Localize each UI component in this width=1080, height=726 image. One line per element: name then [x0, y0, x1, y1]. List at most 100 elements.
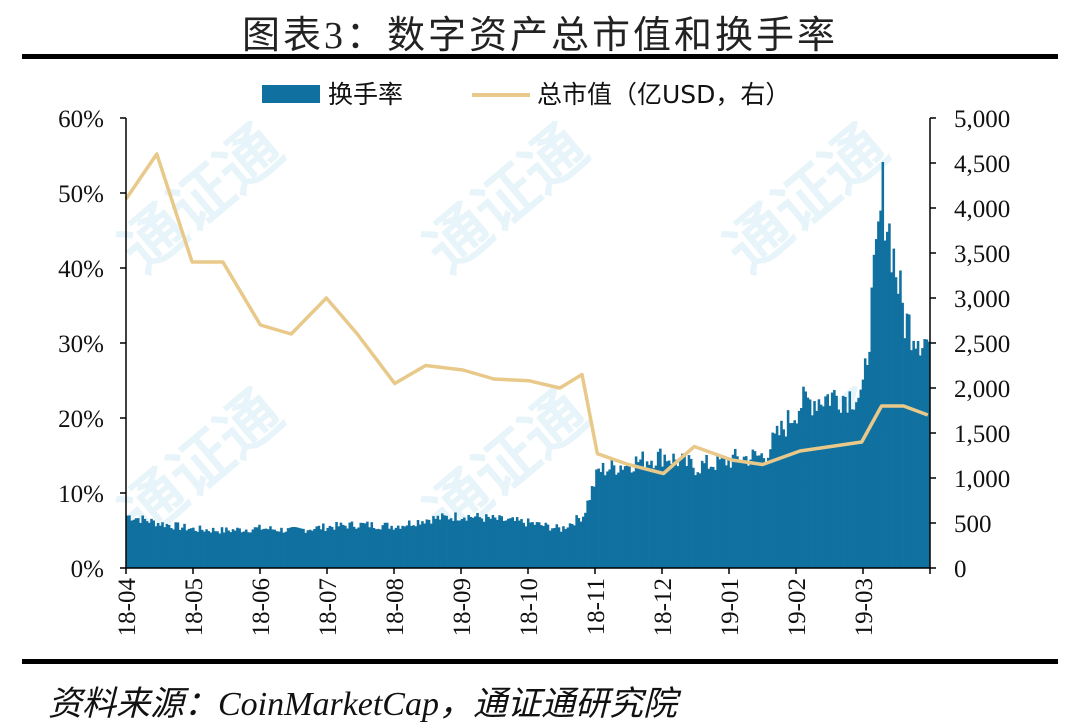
turnover-bar	[749, 459, 752, 568]
turnover-bar	[738, 462, 741, 568]
turnover-bar	[881, 161, 885, 569]
turnover-bar	[496, 519, 499, 568]
turnover-bar	[678, 458, 682, 568]
turnover-bar	[489, 518, 492, 568]
turnover-bar	[767, 457, 770, 568]
turnover-bar	[145, 521, 149, 568]
turnover-bar	[626, 463, 629, 568]
turnover-bar	[833, 389, 836, 568]
turnover-bar	[632, 471, 636, 568]
turnover-bar	[711, 466, 715, 568]
turnover-bar	[826, 394, 830, 568]
turnover-bar	[467, 514, 470, 568]
turnover-bar	[244, 529, 248, 568]
turnover-bar	[126, 515, 129, 568]
turnover-bar	[667, 460, 671, 568]
turnover-bar	[742, 456, 746, 568]
turnover-bar	[399, 528, 402, 568]
turnover-bar	[568, 523, 572, 568]
turnover-bar	[480, 518, 484, 568]
turnover-bar	[758, 455, 761, 568]
turnover-bar	[381, 525, 385, 568]
turnover-bar	[811, 415, 814, 568]
turnover-bar	[317, 525, 321, 568]
turnover-bar	[357, 527, 360, 568]
turnover-bar	[128, 515, 131, 568]
turnover-bar	[793, 420, 796, 568]
watermark-1: 通证通	[106, 111, 295, 286]
x-tick-label: 19-01	[717, 578, 744, 636]
turnover-bar	[194, 530, 197, 568]
turnover-bar	[751, 449, 755, 568]
turnover-bar	[423, 523, 426, 568]
turnover-bar	[458, 520, 462, 568]
turnover-bar	[540, 525, 543, 568]
turnover-bar	[447, 519, 451, 568]
turnover-bar	[443, 515, 446, 568]
turnover-bar	[703, 463, 706, 568]
turnover-bar	[877, 221, 880, 568]
turnover-bar	[687, 455, 691, 568]
legend-line-label: 总市值（亿USD，右）	[537, 80, 790, 109]
y-right-tick-label: 0	[954, 556, 967, 583]
turnover-bar	[141, 515, 144, 568]
turnover-bar	[178, 529, 182, 568]
turnover-bar	[379, 529, 382, 568]
turnover-bar	[273, 529, 277, 568]
turnover-bar	[839, 412, 843, 568]
y-left-tick-label: 0%	[71, 556, 104, 583]
turnover-bar	[707, 468, 711, 568]
turnover-bar	[894, 277, 898, 568]
turnover-bar	[388, 528, 391, 568]
turnover-bar	[394, 527, 398, 568]
turnover-bar	[698, 473, 702, 568]
turnover-bar	[304, 532, 307, 568]
turnover-bar	[361, 522, 365, 568]
turnover-bar	[465, 520, 468, 568]
turnover-bar	[414, 526, 418, 568]
turnover-bar	[150, 518, 153, 568]
turnover-bar	[271, 529, 274, 568]
y-left-tick-label: 10%	[58, 481, 104, 508]
turnover-bar	[575, 515, 578, 568]
turnover-bar	[709, 466, 713, 568]
turnover-bar	[828, 405, 832, 568]
turnover-bar	[319, 529, 323, 568]
turnover-bar	[529, 522, 532, 568]
turnover-bar	[584, 512, 587, 568]
turnover-bar	[918, 355, 922, 568]
turnover-bar	[755, 455, 759, 568]
x-tick-label: 18-08	[382, 578, 409, 636]
turnover-bar	[132, 519, 136, 568]
turnover-bar	[727, 458, 730, 568]
turnover-bar	[747, 465, 750, 568]
turnover-bar	[921, 348, 924, 568]
turnover-bar	[841, 395, 845, 568]
turnover-bar	[463, 517, 466, 568]
turnover-bar	[859, 389, 863, 568]
turnover-bar	[522, 522, 526, 568]
watermark-2: 通证通	[411, 111, 600, 286]
turnover-bar	[377, 528, 380, 568]
turnover-bar	[907, 314, 911, 568]
turnover-bar	[214, 531, 217, 568]
turnover-bar	[822, 406, 825, 568]
turnover-bar	[418, 524, 422, 568]
turnover-bar	[425, 519, 429, 568]
turnover-bar	[167, 524, 171, 568]
turnover-bar	[542, 526, 545, 568]
plot-area	[124, 152, 931, 569]
turnover-bar	[225, 527, 228, 568]
turnover-bar	[674, 459, 678, 568]
turnover-bar	[731, 454, 735, 568]
turnover-bar	[630, 472, 633, 568]
turnover-bar	[434, 518, 437, 568]
turnover-bar	[192, 527, 195, 568]
turnover-bar	[284, 531, 288, 568]
turnover-bar	[322, 523, 325, 568]
turnover-bar	[485, 514, 488, 568]
turnover-bar	[683, 453, 686, 568]
x-tick-label: 18-07	[315, 578, 342, 636]
x-tick-label: 18-10	[516, 578, 543, 636]
turnover-bar	[368, 527, 371, 568]
